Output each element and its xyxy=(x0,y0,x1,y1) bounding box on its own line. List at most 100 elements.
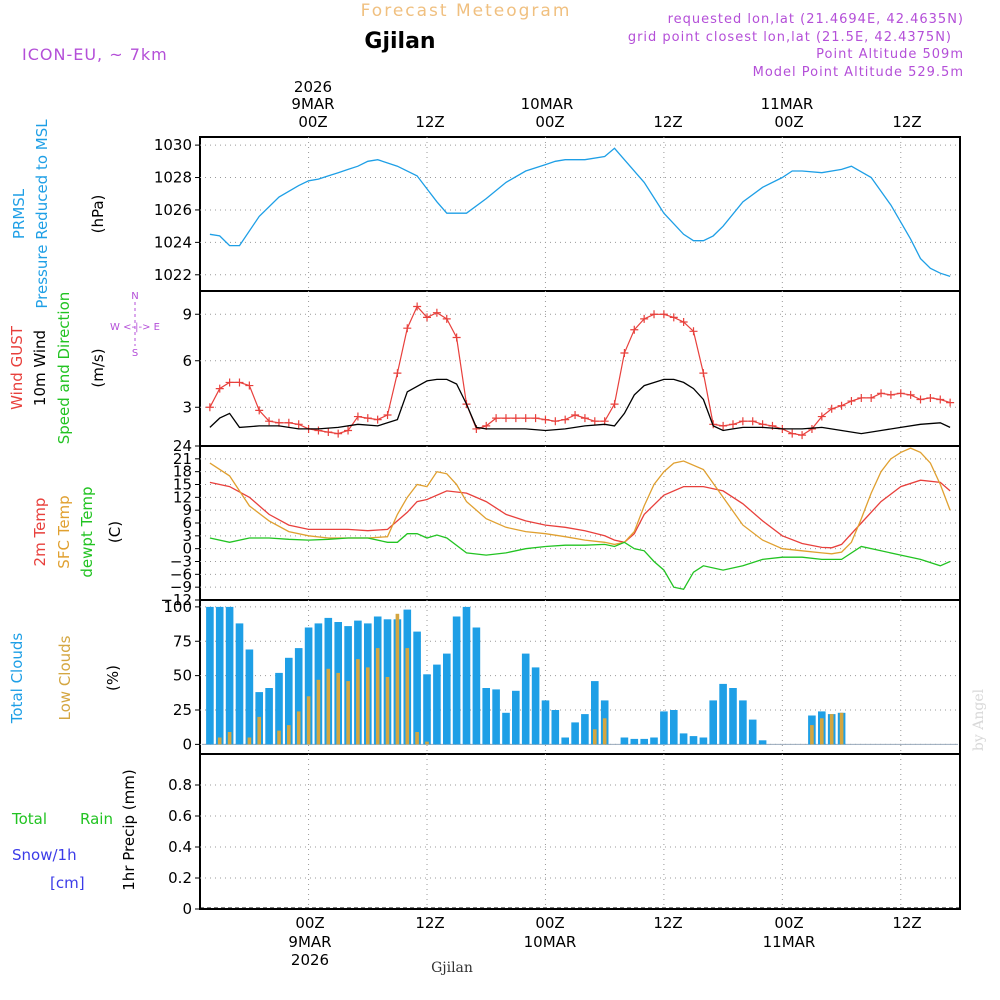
wind-gust-marker xyxy=(511,414,520,423)
pressure-label-msl: Pressure Reduced to MSL xyxy=(33,119,51,309)
top-year-label: 2026 xyxy=(294,78,332,96)
top-hour-label-1: 00Z xyxy=(298,113,327,131)
pressure-label-prmsl: PRMSL xyxy=(10,188,28,239)
wind-gust-marker xyxy=(738,417,747,426)
precip-rain-label: Rain xyxy=(80,810,113,828)
top-hour-label-3: 00Z xyxy=(535,113,564,131)
precip-panel-frame xyxy=(199,753,961,910)
total-cloud-bar xyxy=(285,657,293,745)
low-cloud-bar xyxy=(316,679,321,745)
wind-gust-marker xyxy=(531,414,540,423)
total-cloud-bar xyxy=(423,674,431,745)
total-cloud-bar xyxy=(215,606,224,745)
chart-title: Forecast Meteogram xyxy=(361,1,572,21)
panel1-ytick-label-1: 1022 xyxy=(154,266,192,284)
total-cloud-bar xyxy=(620,737,629,745)
total-cloud-bar xyxy=(294,648,303,745)
total-cloud-bar xyxy=(581,714,589,745)
panel3-ytick-label-11: −6 xyxy=(170,565,192,583)
low-cloud-bar xyxy=(346,681,350,745)
precip-snow-unit: [cm] xyxy=(50,874,85,892)
low-cloud-bar xyxy=(375,648,380,745)
footer-location: Gjilan xyxy=(431,960,473,976)
total-cloud-bar xyxy=(433,664,441,745)
total-cloud-bar xyxy=(206,606,214,745)
wind-gust-marker xyxy=(442,314,451,323)
panel2-ytick-label-3: 9 xyxy=(182,305,192,323)
panel4-ytick-label-1: 0 xyxy=(182,735,192,753)
low-cloud-bar xyxy=(602,718,607,745)
low-cloud-bar xyxy=(296,711,301,745)
clouds-unit-label: (%) xyxy=(104,665,122,691)
wind-gust-marker xyxy=(215,384,224,393)
bottom-hour-label-4: 12Z xyxy=(653,914,682,932)
wind-gust-marker xyxy=(886,390,895,399)
total-cloud-bar xyxy=(235,623,244,745)
total-cloud-bar xyxy=(758,740,767,745)
total-cloud-bar xyxy=(413,631,421,745)
location-title: Gjilan xyxy=(364,29,435,54)
bottom-hour-label-2: 12Z xyxy=(415,914,444,932)
panel3-ytick-label-13: −12 xyxy=(160,591,192,609)
grid-point-coords: grid point closest lon,lat (21.5E, 42.43… xyxy=(628,30,952,45)
total-cloud-bar xyxy=(670,710,678,745)
total-cloud-bar xyxy=(492,689,500,745)
total-cloud-bar xyxy=(472,627,481,745)
panel3-ytick-label-3: 18 xyxy=(173,463,192,481)
wind-gust-marker xyxy=(492,414,501,423)
low-cloud-bar xyxy=(385,677,390,745)
total-cloud-bar xyxy=(443,653,451,745)
panel3-ytick-label-7: 6 xyxy=(182,514,192,532)
total-cloud-bar xyxy=(265,688,273,745)
total-cloud-bar xyxy=(748,719,757,745)
low-cloud-bar xyxy=(336,672,340,745)
top-hour-label-2: 12Z xyxy=(415,113,444,131)
total-cloud-bar xyxy=(482,688,490,745)
wind-gust-marker xyxy=(896,389,905,398)
total-cloud-bar xyxy=(531,667,540,745)
total-cloud-bar xyxy=(561,737,569,745)
wind-gust-marker xyxy=(561,415,570,424)
low-cloud-bar xyxy=(820,718,824,745)
low-cloud-bar xyxy=(287,725,291,745)
wind-gust-marker xyxy=(827,404,836,413)
wind-gust-marker xyxy=(640,314,649,323)
panel1-ytick-label-2: 1024 xyxy=(154,233,192,251)
wind-gust-label: Wind GUST xyxy=(8,325,26,410)
wind-gust-marker xyxy=(788,429,797,438)
low-cloud-bar xyxy=(405,648,410,745)
wind-gust-marker xyxy=(235,378,244,387)
low-cloud-bar xyxy=(593,729,597,745)
wind-gust-marker xyxy=(521,414,530,423)
wind-gust-marker xyxy=(383,411,392,419)
model-name: ICON-EU, ~ 7km xyxy=(22,45,168,64)
wind-direction-label: Speed and Direction xyxy=(55,292,73,445)
total-cloud-bar xyxy=(591,681,599,745)
temp-dewpt-label: dewpt Temp xyxy=(78,486,96,577)
total-cloud-bar xyxy=(699,737,708,745)
panel5-ytick-label-3: 0.4 xyxy=(168,838,192,856)
wind-gust-marker xyxy=(413,302,422,311)
wind-gust-marker xyxy=(926,393,935,402)
wind-gust-marker xyxy=(610,400,619,409)
low-cloud-bar xyxy=(395,613,400,745)
total-cloud-bar xyxy=(245,649,254,745)
panel3-ytick-label-8: 3 xyxy=(182,527,192,545)
wind-gust-marker xyxy=(689,327,698,336)
temp-sfc-line xyxy=(209,447,951,555)
low-cloud-bar xyxy=(227,732,232,745)
bottom-hour-label-6: 12Z xyxy=(892,914,921,932)
total-cloud-bar xyxy=(304,627,313,745)
panel4-ytick-label-3: 50 xyxy=(173,667,192,685)
wind-gust-marker xyxy=(906,390,915,399)
plot-layer: 1022102410261028103036924211815129630−3−… xyxy=(154,136,960,918)
compass-north: N xyxy=(131,291,138,302)
total-cloud-bar xyxy=(462,606,471,745)
bottom-day-label-1: 9MAR xyxy=(288,933,331,951)
wind-gust-marker xyxy=(255,406,264,415)
wind-gust-marker xyxy=(571,411,580,419)
panel5-ytick-label-2: 0.2 xyxy=(168,869,192,887)
panel3-ytick-label-4: 15 xyxy=(173,476,192,494)
top-hour-label-5: 00Z xyxy=(774,113,803,131)
